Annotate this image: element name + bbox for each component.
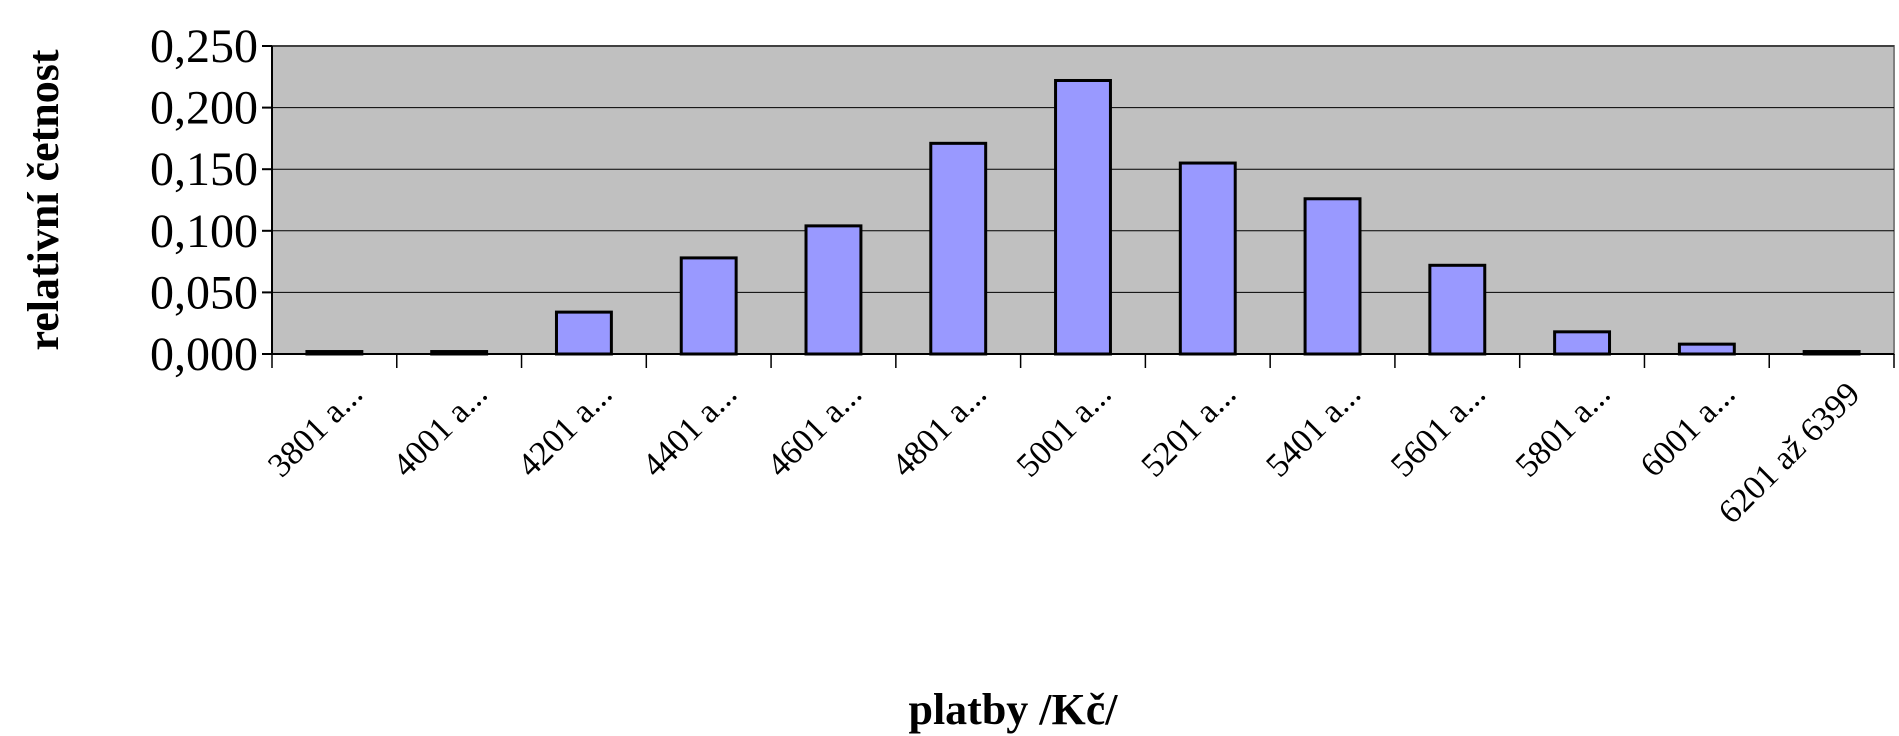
y-tick-label: 0,050 <box>150 266 258 319</box>
x-axis-ticks: 3801 a... 4001 a... 4201 a... 4401 a... 4601… <box>261 354 1894 531</box>
x-tick-label: 5001 a... <box>1010 375 1119 484</box>
x-tick-label: 3801 a... <box>261 375 370 484</box>
x-tick-label: 5601 a... <box>1384 375 1493 484</box>
bar <box>931 143 986 354</box>
bar <box>556 312 611 354</box>
bar <box>1305 199 1360 354</box>
y-tick-label: 0,100 <box>150 205 258 258</box>
x-tick-label: 4201 a... <box>511 375 620 484</box>
bar <box>806 226 861 354</box>
x-tick-label: 4801 a... <box>885 375 994 484</box>
y-tick-label: 0,150 <box>150 143 258 196</box>
y-tick-label: 0,250 <box>150 20 258 73</box>
x-tick-label: 4001 a... <box>386 375 495 484</box>
y-axis-title: relativní četnost <box>19 49 68 350</box>
x-tick-label: 6001 a... <box>1634 375 1743 484</box>
bar <box>1180 163 1235 354</box>
bar <box>1430 265 1485 354</box>
x-tick-label: 5801 a... <box>1509 375 1618 484</box>
y-tick-label: 0,000 <box>150 328 258 381</box>
x-axis-title: platby /Kč/ <box>908 685 1118 734</box>
bar <box>681 258 736 354</box>
x-tick-label: 5201 a... <box>1134 375 1243 484</box>
x-tick-label: 4601 a... <box>760 375 869 484</box>
x-tick-label: 4401 a... <box>635 375 744 484</box>
y-tick-label: 0,200 <box>150 82 258 135</box>
bar <box>1555 332 1610 354</box>
bar <box>1056 80 1111 354</box>
y-axis-ticks: 0,000 0,050 0,100 0,150 0,200 0,250 <box>150 20 272 381</box>
bar <box>1679 344 1734 354</box>
x-tick-label: 5401 a... <box>1259 375 1368 484</box>
